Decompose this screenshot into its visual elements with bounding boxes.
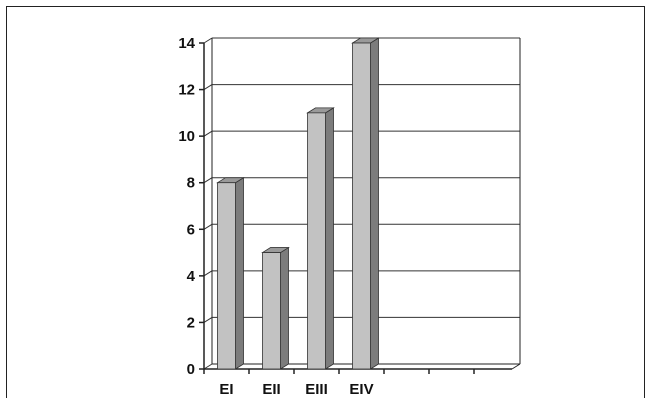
y-tick-label: 10: [178, 128, 195, 145]
y-tick-labels: 0 2 4 6 8 10 12 14: [178, 35, 195, 378]
gridline-side: [203, 270, 213, 277]
bar-side-EII: [280, 246, 289, 370]
bar-side-EIV: [370, 37, 379, 370]
bar-EIV: [352, 42, 371, 370]
y-tick-label: 0: [187, 361, 195, 378]
bar-EII: [262, 252, 281, 370]
bar-side-EIII: [325, 107, 334, 370]
bar-side-EI: [235, 176, 244, 370]
gridline-side: [203, 37, 213, 44]
floor-right-edge: [511, 363, 521, 370]
gridline-side: [203, 223, 213, 230]
x-tick-label: EII: [262, 381, 280, 398]
x-tick-label: EIII: [305, 381, 328, 398]
x-tick-label: EI: [219, 381, 233, 398]
y-tick-label: 12: [178, 82, 195, 99]
y-tick-label: 8: [187, 175, 195, 192]
y-tick-label: 2: [187, 314, 195, 331]
gridline-side: [203, 84, 213, 90]
gridline-side: [203, 130, 213, 137]
x-tick-label: EIV: [349, 381, 373, 398]
gridline-side: [203, 317, 213, 323]
gridline-side: [203, 177, 213, 184]
bars: [216, 37, 380, 370]
bar-EIII: [307, 112, 326, 370]
y-tick-label: 14: [178, 35, 195, 52]
x-tick-labels: EI EII EIII EIV: [219, 381, 373, 398]
gridline-side: [203, 363, 213, 370]
y-tick-label: 4: [187, 268, 196, 285]
bar-EI: [217, 182, 236, 370]
y-tick-label: 6: [187, 221, 195, 238]
